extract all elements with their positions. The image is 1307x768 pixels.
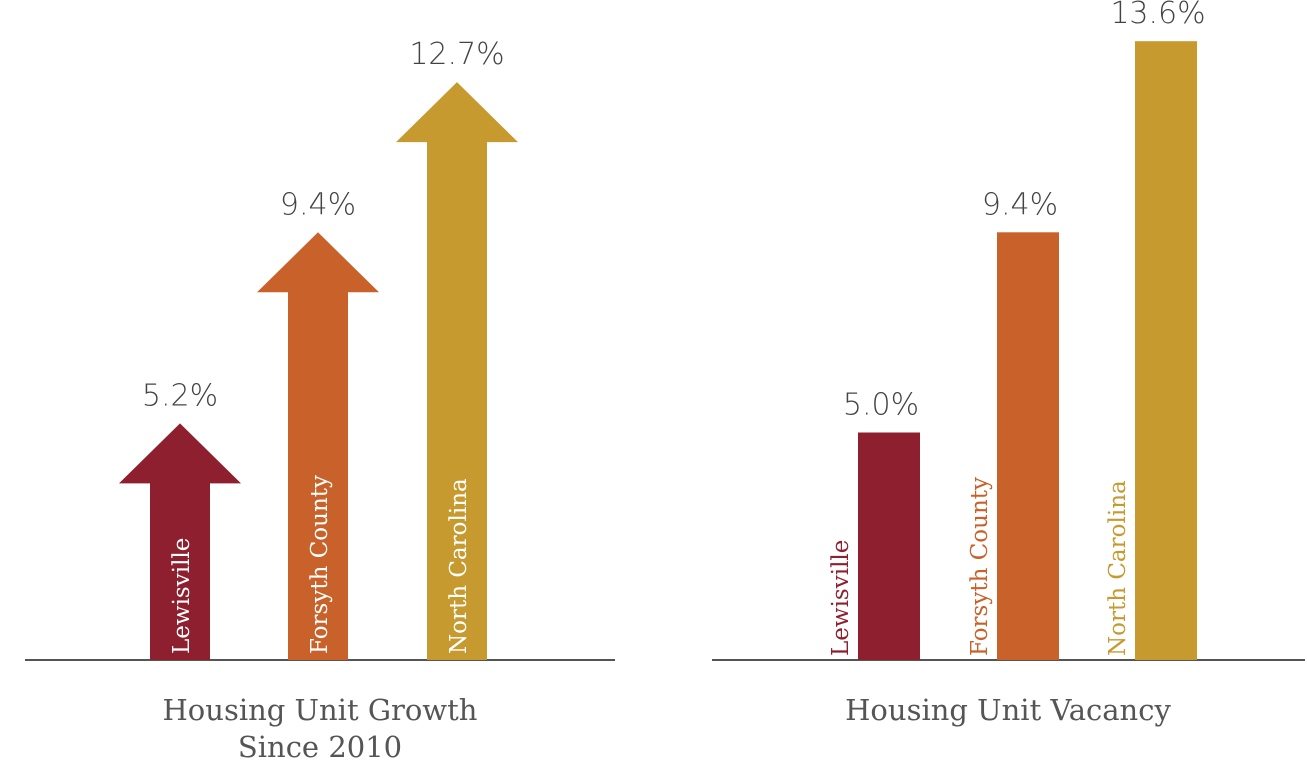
value-label: 9.4%	[280, 187, 356, 222]
arrow	[396, 82, 518, 660]
category-label: Lewisville	[828, 540, 854, 656]
category-label: North Carolina	[1105, 480, 1131, 656]
value-label: 5.0%	[843, 388, 919, 423]
bar	[858, 432, 920, 660]
chart-title: Housing Unit Growth Since 2010	[162, 693, 478, 764]
value-label: 12.7%	[409, 37, 504, 72]
value-label: 9.4%	[982, 187, 1058, 222]
category-label: Lewisville	[169, 538, 195, 654]
bar	[997, 232, 1059, 661]
arrow	[257, 232, 379, 661]
chart-title: Housing Unit Vacancy	[845, 693, 1171, 727]
category-label: Forsyth County	[967, 477, 993, 656]
value-label: 5.2%	[142, 378, 218, 413]
category-label: Forsyth County	[307, 475, 333, 654]
bar	[1135, 41, 1197, 660]
category-label: North Carolina	[446, 478, 472, 654]
arrow	[119, 423, 241, 660]
value-label: 13.6%	[1110, 0, 1205, 31]
